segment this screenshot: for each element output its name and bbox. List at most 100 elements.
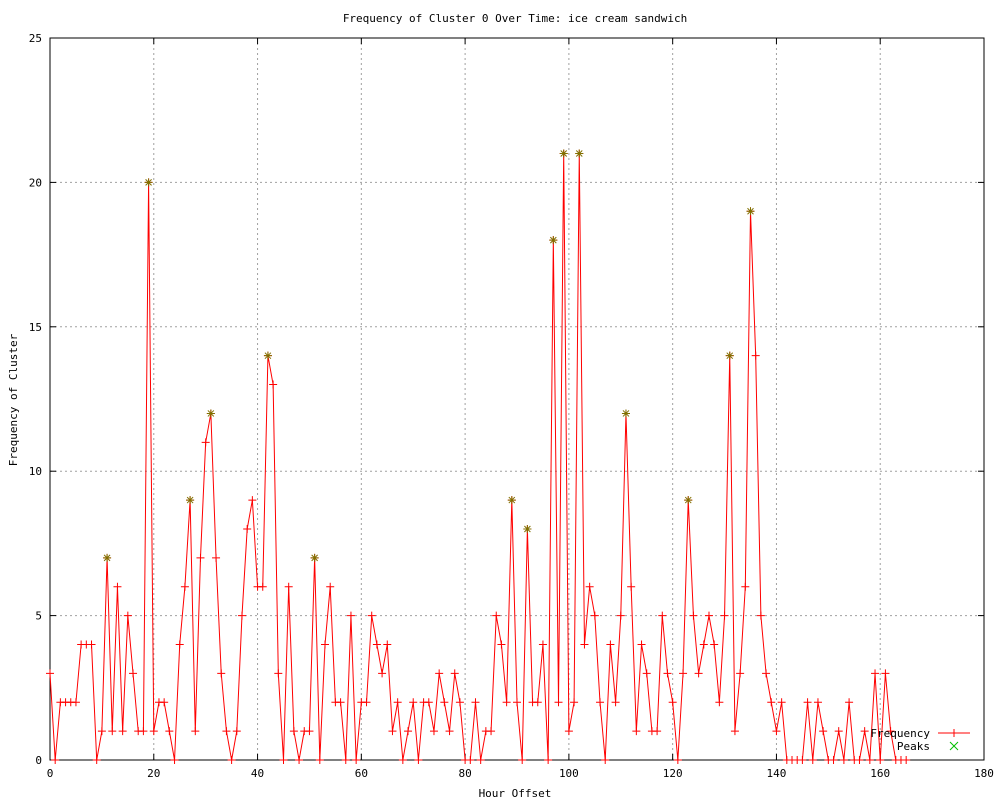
peak-point <box>575 149 584 158</box>
frequency-point <box>720 611 729 620</box>
frequency-point <box>160 698 169 707</box>
frequency-point <box>455 698 464 707</box>
frequency-point <box>819 727 828 736</box>
peak-point <box>144 178 153 187</box>
x-tick-label: 80 <box>458 767 471 780</box>
frequency-point <box>346 611 355 620</box>
frequency-point <box>305 727 314 736</box>
frequency-point <box>730 727 739 736</box>
frequency-point <box>212 553 221 562</box>
chart-title: Frequency of Cluster 0 Over Time: ice cr… <box>343 12 687 25</box>
frequency-point <box>715 698 724 707</box>
x-tick-label: 0 <box>47 767 54 780</box>
legend-label-frequency: Frequency <box>870 727 930 740</box>
frequency-point <box>601 756 610 764</box>
frequency-point <box>191 727 200 736</box>
frequency-point <box>756 611 765 620</box>
frequency-point <box>237 611 246 620</box>
frequency-point <box>767 698 776 707</box>
frequency-point <box>352 756 361 764</box>
x-axis-label: Hour Offset <box>479 787 552 800</box>
x-tick-label: 120 <box>663 767 683 780</box>
frequency-point <box>87 640 96 649</box>
peak-point <box>507 496 516 505</box>
frequency-point <box>398 756 407 764</box>
peak-point <box>549 236 558 245</box>
frequency-point <box>341 756 350 764</box>
frequency-point <box>834 727 843 736</box>
frequency-point <box>149 727 158 736</box>
frequency-point <box>886 727 895 736</box>
frequency-point <box>513 698 521 707</box>
frequency-point <box>538 640 547 649</box>
frequency-point <box>217 669 226 678</box>
frequency-point <box>699 640 708 649</box>
frequency-point <box>97 727 106 736</box>
frequency-point <box>367 611 376 620</box>
peak-point <box>559 149 568 158</box>
frequency-point <box>445 727 454 736</box>
frequency-point <box>845 698 854 707</box>
frequency-point <box>274 669 283 678</box>
frequency-point <box>673 756 682 764</box>
frequency-point <box>429 727 438 736</box>
axis-ticks: 0 20 40 60 80 100 120 140 160 180 0 5 10 15 20 25 <box>29 32 994 780</box>
frequency-point <box>689 611 698 620</box>
frequency-point <box>315 756 324 764</box>
frequency-point <box>518 756 527 764</box>
frequency-point <box>424 698 433 707</box>
frequency-point <box>383 640 392 649</box>
frequency-point <box>704 611 713 620</box>
peak-point <box>310 553 319 562</box>
peak-point <box>263 351 272 360</box>
peak-point <box>621 409 630 418</box>
frequency-point <box>414 756 423 764</box>
frequency-point <box>570 698 579 707</box>
frequency-point <box>170 756 179 764</box>
frequency-point <box>876 756 885 764</box>
frequency-point <box>679 669 688 678</box>
y-tick-label: 10 <box>29 465 42 478</box>
frequency-point <box>627 582 636 591</box>
frequency-point <box>51 756 60 764</box>
legend-marker-frequency <box>950 729 958 737</box>
frequency-point <box>113 582 122 591</box>
frequency-point <box>123 611 132 620</box>
frequency-point <box>336 698 345 707</box>
frequency-point <box>616 611 625 620</box>
frequency-point <box>321 640 330 649</box>
frequency-point <box>855 756 864 764</box>
frequency-point <box>606 640 615 649</box>
frequency-point <box>653 727 662 736</box>
frequency-point <box>798 756 807 764</box>
frequency-point <box>808 756 817 764</box>
frequency-point <box>476 756 485 764</box>
frequency-point <box>502 698 511 707</box>
frequency-point <box>803 698 812 707</box>
frequency-point <box>860 727 869 736</box>
frequency-point <box>471 698 480 707</box>
frequency-point <box>585 582 594 591</box>
frequency-point <box>751 351 760 360</box>
frequency-point <box>871 669 880 678</box>
frequency-point <box>326 582 335 591</box>
frequency-point <box>829 756 838 764</box>
series <box>46 149 911 764</box>
y-tick-label: 5 <box>35 610 42 623</box>
frequency-point <box>227 756 236 764</box>
frequency-point <box>632 727 641 736</box>
frequency-point <box>777 698 786 707</box>
frequency-point <box>196 553 205 562</box>
frequency-point <box>279 756 288 764</box>
frequency-point <box>71 698 80 707</box>
frequency-point <box>243 524 252 533</box>
frequency-point <box>378 669 387 678</box>
frequency-point <box>642 669 651 678</box>
x-tick-label: 60 <box>355 767 368 780</box>
y-tick-label: 0 <box>35 754 42 767</box>
peak-point <box>523 524 532 533</box>
x-tick-label: 140 <box>767 767 787 780</box>
frequency-point <box>165 727 174 736</box>
